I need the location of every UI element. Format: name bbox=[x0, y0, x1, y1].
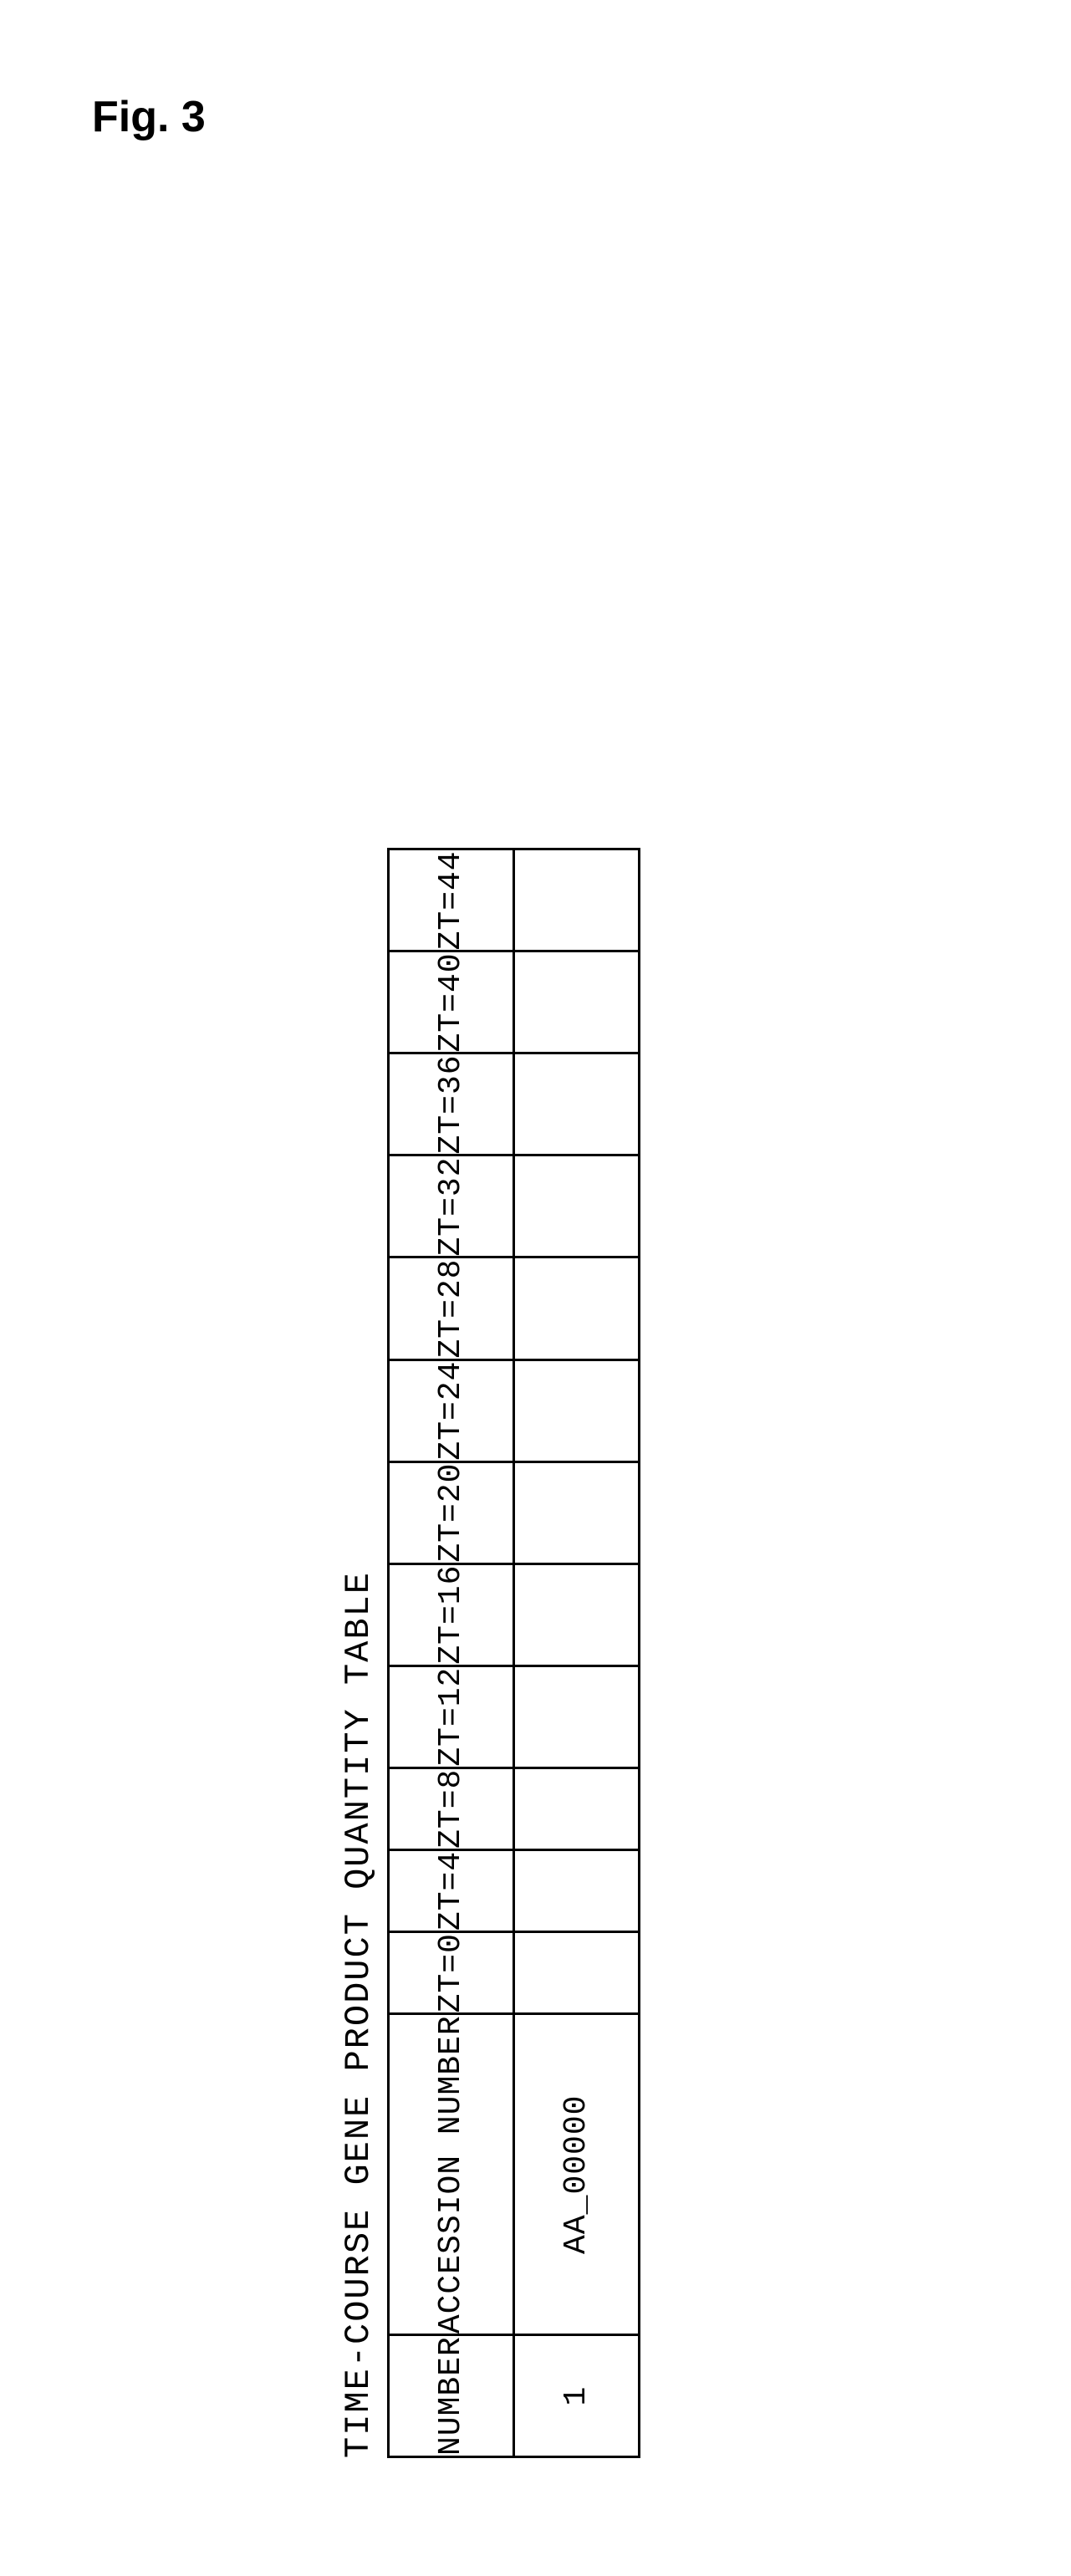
col-header-number: NUMBER bbox=[389, 2335, 514, 2457]
col-header-zt8: ZT=8 bbox=[389, 1767, 514, 1849]
time-course-table: NUMBER ACCESSION NUMBER ZT=0 ZT=4 ZT=8 Z… bbox=[387, 848, 640, 2458]
col-header-zt44: ZT=44 bbox=[389, 849, 514, 951]
col-header-zt40: ZT=40 bbox=[389, 951, 514, 1053]
cell-accession: AA_00000 bbox=[514, 2014, 640, 2335]
cell-zt12 bbox=[514, 1665, 640, 1767]
col-header-zt0: ZT=0 bbox=[389, 1932, 514, 2014]
cell-zt28 bbox=[514, 1257, 640, 1359]
col-header-zt36: ZT=36 bbox=[389, 1053, 514, 1155]
cell-zt32 bbox=[514, 1155, 640, 1257]
cell-zt20 bbox=[514, 1461, 640, 1563]
col-header-accession: ACCESSION NUMBER bbox=[389, 2014, 514, 2335]
col-header-zt4: ZT=4 bbox=[389, 1849, 514, 1931]
cell-zt0 bbox=[514, 1932, 640, 2014]
cell-zt4 bbox=[514, 1849, 640, 1931]
table-title: TIME-COURSE GENE PRODUCT QUANTITY TABLE bbox=[339, 848, 379, 2458]
table-container: TIME-COURSE GENE PRODUCT QUANTITY TABLE … bbox=[339, 848, 640, 2458]
cell-number: 1 bbox=[514, 2335, 640, 2457]
cell-zt36 bbox=[514, 1053, 640, 1155]
col-header-zt28: ZT=28 bbox=[389, 1257, 514, 1359]
cell-zt24 bbox=[514, 1359, 640, 1461]
cell-zt8 bbox=[514, 1767, 640, 1849]
cell-zt44 bbox=[514, 849, 640, 951]
col-header-zt24: ZT=24 bbox=[389, 1359, 514, 1461]
col-header-zt32: ZT=32 bbox=[389, 1155, 514, 1257]
cell-zt40 bbox=[514, 951, 640, 1053]
figure-label: Fig. 3 bbox=[92, 92, 206, 142]
cell-zt16 bbox=[514, 1563, 640, 1665]
col-header-zt20: ZT=20 bbox=[389, 1461, 514, 1563]
col-header-zt12: ZT=12 bbox=[389, 1665, 514, 1767]
col-header-zt16: ZT=16 bbox=[389, 1563, 514, 1665]
table-row: 1 AA_00000 bbox=[514, 849, 640, 2457]
table-header-row: NUMBER ACCESSION NUMBER ZT=0 ZT=4 ZT=8 Z… bbox=[389, 849, 514, 2457]
